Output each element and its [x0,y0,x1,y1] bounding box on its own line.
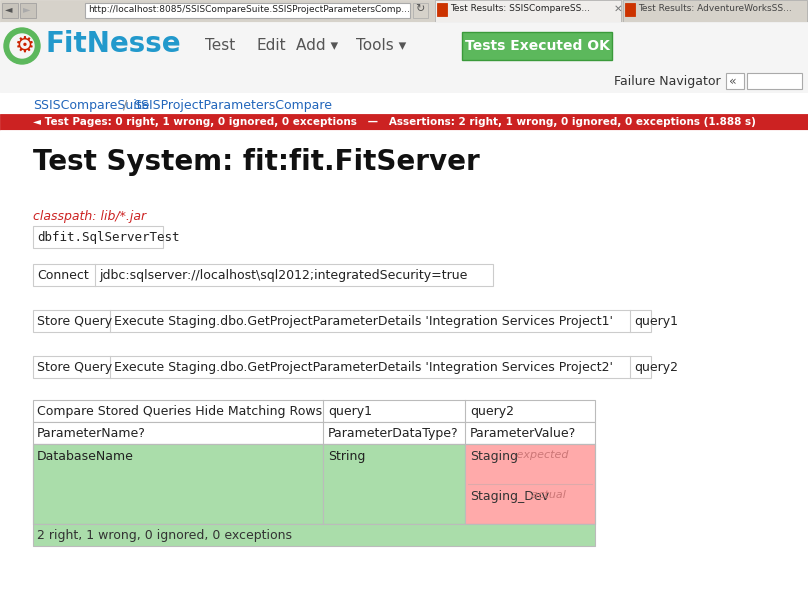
Text: Staging: Staging [470,450,518,463]
Text: query2: query2 [470,405,514,418]
Bar [33,310,651,332]
Text: ParameterDataType?: ParameterDataType? [328,427,459,440]
Text: FitNesse: FitNesse [45,30,181,58]
Text: 2 right, 1 wrong, 0 ignored, 0 exceptions: 2 right, 1 wrong, 0 ignored, 0 exception… [37,529,292,542]
Bar [0,0,808,22]
Text: DatabaseName: DatabaseName [37,450,134,463]
Text: Staging_Dev: Staging_Dev [470,490,549,503]
Text: ParameterName?: ParameterName? [37,427,146,440]
Bar [625,3,635,16]
Text: ParameterValue?: ParameterValue? [470,427,576,440]
Bar [462,32,612,60]
Bar [0,22,808,70]
Text: Compare Stored Queries Hide Matching Rows: Compare Stored Queries Hide Matching Row… [37,405,322,418]
Bar [623,0,807,22]
Text: «: « [729,74,737,87]
Bar [2,3,18,18]
Bar [0,130,808,594]
Circle shape [4,28,40,64]
Text: Store Query: Store Query [37,315,112,328]
Text: Connect: Connect [37,269,89,282]
Text: SSISProjectParametersCompare: SSISProjectParametersCompare [133,99,332,112]
Bar [437,3,447,16]
Text: Edit: Edit [256,38,285,53]
Bar [0,114,808,130]
Bar [33,422,595,444]
Bar [465,444,595,524]
Text: Test Results: SSISCompareSS...: Test Results: SSISCompareSS... [450,4,590,13]
Bar [726,73,744,89]
Text: Store Query: Store Query [37,361,112,374]
Text: query2: query2 [634,361,678,374]
Text: ►: ► [23,5,31,14]
Text: Failure Navigator: Failure Navigator [614,75,721,88]
Text: Execute Staging.dbo.GetProjectParameterDetails 'Integration Services Project1': Execute Staging.dbo.GetProjectParameterD… [114,315,613,328]
Text: http://localhost:8085/SSISCompareSuite.SSISProjectParametersComp...: http://localhost:8085/SSISCompareSuite.S… [88,5,410,14]
Text: ◄ Test Pages: 0 right, 1 wrong, 0 ignored, 0 exceptions   —   Assertions: 2 righ: ◄ Test Pages: 0 right, 1 wrong, 0 ignore… [33,117,755,127]
Text: Execute Staging.dbo.GetProjectParameterDetails 'Integration Services Project2': Execute Staging.dbo.GetProjectParameterD… [114,361,613,374]
Text: Test: Test [205,38,235,53]
Bar [33,444,323,524]
Text: dbfit.SqlServerTest: dbfit.SqlServerTest [37,231,179,244]
Bar [33,226,163,248]
Text: ◄: ◄ [5,5,12,14]
Bar [85,3,410,18]
Bar [435,0,621,22]
Bar [323,444,465,524]
Bar [0,70,808,92]
Text: SSISCompareSuite: SSISCompareSuite [33,99,149,112]
Text: classpath: lib/*.jar: classpath: lib/*.jar [33,210,146,223]
Text: ⚙: ⚙ [15,36,35,56]
Text: query1: query1 [634,315,678,328]
Text: jdbc:sqlserver://localhost\sql2012;integratedSecurity=true: jdbc:sqlserver://localhost\sql2012;integ… [99,269,467,282]
Text: /: / [123,99,127,112]
Text: query1: query1 [328,405,372,418]
Bar [33,356,651,378]
Bar [33,444,595,524]
Text: String: String [328,450,365,463]
Text: Test System: fit:fit.FitServer: Test System: fit:fit.FitServer [33,148,480,176]
Text: ↻: ↻ [415,4,424,14]
Text: actual: actual [528,490,566,500]
Text: Test Results: AdventureWorksSS...: Test Results: AdventureWorksSS... [638,4,792,13]
Text: Tests Executed OK: Tests Executed OK [465,39,609,53]
Text: expected: expected [513,450,569,460]
Bar [20,3,36,18]
Bar [747,73,802,89]
Bar [33,400,595,422]
Bar [413,3,428,18]
Text: ✕: ✕ [614,4,623,14]
Bar [33,264,493,286]
Bar [0,96,808,114]
Circle shape [10,34,34,58]
Text: Tools ▾: Tools ▾ [356,38,406,53]
Bar [33,524,595,546]
Text: Add ▾: Add ▾ [296,38,338,53]
